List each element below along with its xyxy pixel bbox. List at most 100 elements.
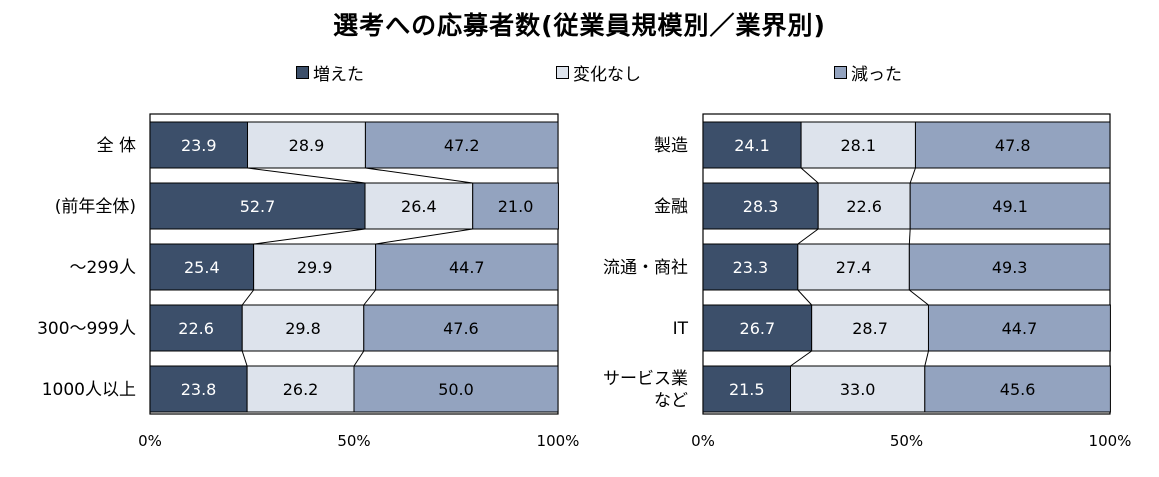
size-category-label: 300～999人 [37, 319, 136, 339]
industry-bar-label-decreased: 49.3 [992, 258, 1028, 277]
legend-item-unchanged: 変化なし [556, 60, 641, 85]
size-bar-increased [149, 365, 248, 413]
size-x-tick-label: 100% [537, 432, 580, 450]
size-bar-increased [149, 243, 255, 291]
industry-bar-decreased [908, 243, 1111, 291]
legend-item-decreased: 減った [834, 60, 902, 85]
legend-swatch-decreased [834, 66, 847, 79]
industry-bar-increased [702, 182, 819, 230]
industry-bar-increased [702, 243, 799, 291]
size-bar-label-decreased: 21.0 [498, 197, 534, 216]
industry-bar-label-increased: 21.5 [729, 380, 765, 399]
industry-bar-decreased [927, 304, 1111, 352]
industry-bar-label-increased: 24.1 [734, 136, 770, 155]
industry-bar-label-decreased: 44.7 [1002, 319, 1038, 338]
industry-bar-decreased [924, 365, 1111, 413]
industry-bar-label-unchanged: 33.0 [840, 380, 876, 399]
size-bar-increased [149, 304, 243, 352]
industry-bar-label-unchanged: 28.1 [840, 136, 876, 155]
industry-connector-line [908, 228, 911, 245]
size-bar-unchanged [247, 121, 366, 169]
industry-bar-label-decreased: 45.6 [1000, 380, 1036, 399]
size-category-label: (前年全体) [55, 197, 136, 217]
size-bar-increased [149, 182, 366, 230]
legend-swatch-unchanged [556, 66, 569, 79]
legend-label-increased: 増えた [313, 65, 364, 85]
industry-bar-label-unchanged: 22.6 [846, 197, 882, 216]
size-bar-label-unchanged: 29.8 [285, 319, 321, 338]
size-connector-line [365, 167, 473, 184]
legend-label-unchanged: 変化なし [573, 65, 641, 85]
industry-bar-label-unchanged: 27.4 [836, 258, 872, 277]
industry-bar-unchanged [790, 365, 926, 413]
industry-bar-label-decreased: 49.1 [992, 197, 1028, 216]
size-connector-line [375, 228, 473, 245]
industry-connector-line [909, 289, 929, 306]
industry-connector-line [924, 350, 929, 367]
legend-label-decreased: 減った [851, 65, 902, 85]
size-bar-decreased [472, 182, 559, 230]
size-connector-line [241, 289, 255, 306]
size-bar-label-increased: 23.9 [181, 136, 217, 155]
size-category-label: 全 体 [97, 136, 136, 156]
legend-item-increased: 増えた [296, 60, 364, 85]
chart-title: 選考への応募者数(従業員規模別／業界別) [333, 11, 826, 40]
industry-category-label: サービス業 [603, 369, 688, 389]
size-category-label: ～299人 [70, 258, 136, 278]
industry-x-tick-label: 0% [691, 432, 715, 450]
industry-connector-line [797, 289, 813, 306]
industry-connector-line [909, 167, 916, 184]
size-bar-label-decreased: 44.7 [449, 258, 485, 277]
industry-bar-decreased [914, 121, 1111, 169]
industry-bar-label-increased: 23.3 [733, 258, 769, 277]
size-bar-decreased [375, 243, 559, 291]
industry-bar-increased [702, 304, 813, 352]
industry-category-label: 製造 [654, 136, 688, 156]
size-bar-label-increased: 52.7 [240, 197, 276, 216]
industry-bar-label-unchanged: 28.7 [852, 319, 888, 338]
size-bar-unchanged [253, 243, 377, 291]
size-x-tick-label: 0% [138, 432, 162, 450]
size-bar-label-decreased: 50.0 [438, 380, 474, 399]
industry-bar-increased [702, 365, 792, 413]
industry-connector-line [790, 350, 812, 367]
industry-bar-label-decreased: 47.8 [995, 136, 1031, 155]
size-bar-label-increased: 23.8 [181, 380, 217, 399]
industry-category-label: 金融 [654, 197, 688, 217]
industry-bar-decreased [909, 182, 1111, 230]
size-bar-label-increased: 22.6 [178, 319, 214, 338]
industry-category-label: など [654, 391, 688, 411]
size-bar-label-unchanged: 29.9 [297, 258, 333, 277]
size-bar-label-decreased: 47.2 [444, 136, 480, 155]
size-bar-label-increased: 25.4 [184, 258, 220, 277]
industry-bar-label-increased: 28.3 [743, 197, 779, 216]
size-connector-line [241, 350, 248, 367]
size-bar-label-unchanged: 26.4 [401, 197, 437, 216]
size-connector-line [353, 350, 365, 367]
industry-category-label: 流通・商社 [603, 258, 688, 278]
size-bar-decreased [364, 121, 559, 169]
industry-bar-unchanged [817, 182, 911, 230]
size-bar-unchanged [241, 304, 365, 352]
industry-bar-increased [702, 121, 802, 169]
industry-connector-line [800, 167, 819, 184]
industry-x-tick-label: 100% [1089, 432, 1132, 450]
industry-bar-unchanged [800, 121, 916, 169]
industry-connector-line [797, 228, 819, 245]
size-connector-line [253, 228, 366, 245]
size-bar-label-unchanged: 28.9 [289, 136, 325, 155]
size-x-tick-label: 50% [337, 432, 370, 450]
industry-category-label: IT [673, 319, 689, 339]
industry-bar-label-increased: 26.7 [740, 319, 776, 338]
industry-x-tick-label: 50% [890, 432, 923, 450]
size-category-label: 1000人以上 [42, 380, 136, 400]
size-bar-decreased [363, 304, 559, 352]
size-connector-line [363, 289, 377, 306]
size-bar-unchanged [364, 182, 474, 230]
size-bar-label-decreased: 47.6 [443, 319, 479, 338]
size-bar-label-unchanged: 26.2 [283, 380, 319, 399]
legend-swatch-increased [296, 66, 309, 79]
size-bar-decreased [353, 365, 559, 413]
industry-bar-unchanged [797, 243, 910, 291]
